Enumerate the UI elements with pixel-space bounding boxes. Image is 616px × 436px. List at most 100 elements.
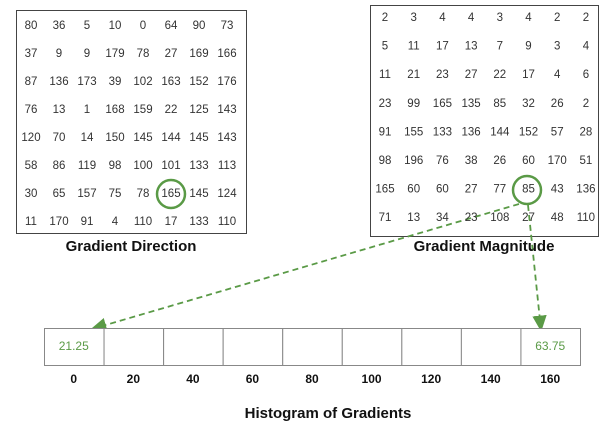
bin-label: 0 (70, 372, 77, 386)
histogram-value: 21.25 (59, 339, 89, 353)
grid-cell: 70 (53, 132, 66, 144)
grid-cell: 60 (436, 184, 449, 196)
grid-cell: 60 (407, 184, 420, 196)
grid-cell: 22 (165, 104, 178, 116)
grid-cell: 1 (84, 104, 90, 116)
grid-cell: 2 (583, 98, 589, 110)
grid-cell: 57 (551, 126, 564, 138)
grid-cell: 136 (576, 184, 595, 196)
arrow (527, 204, 547, 332)
grid-cell: 144 (161, 132, 181, 144)
grid-cell: 17 (522, 69, 535, 81)
grid-cell: 100 (133, 160, 152, 172)
grid-cell: 3 (410, 12, 416, 24)
grid-cell: 144 (490, 126, 510, 138)
grid-cell: 108 (490, 212, 509, 224)
grid-cell: 2 (554, 12, 560, 24)
caption: Gradient Magnitude (414, 238, 555, 255)
grid-cell: 166 (217, 48, 236, 60)
grid-cell: 110 (577, 212, 595, 224)
grid-cell: 113 (218, 160, 236, 172)
grid-cell: 58 (25, 160, 38, 172)
grid-cell: 27 (165, 48, 178, 60)
bin-label: 120 (421, 372, 441, 386)
grid-cell: 2 (382, 12, 388, 24)
grid-cell: 13 (465, 41, 478, 53)
grid-cell: 11 (379, 69, 391, 81)
grid-cell: 4 (554, 69, 561, 81)
grid-cell: 13 (407, 212, 420, 224)
bin-label: 40 (186, 372, 200, 386)
grid-cell: 9 (56, 48, 62, 60)
magnitude-box (370, 5, 599, 237)
grid-cell: 9 (84, 48, 90, 60)
grid-cell: 152 (189, 76, 208, 88)
grid-cell: 21 (407, 69, 420, 81)
grid-cell: 76 (25, 104, 38, 116)
grid-cell: 7 (497, 41, 503, 53)
histogram-cell (282, 328, 343, 366)
grid-cell: 90 (193, 20, 206, 32)
grid-cell: 34 (436, 212, 449, 224)
grid-cell: 11 (408, 41, 420, 53)
grid-cell: 5 (382, 41, 388, 53)
grid-cell: 136 (462, 126, 481, 138)
grid-cell: 76 (436, 155, 449, 167)
histogram-cell (401, 328, 462, 366)
grid-cell: 28 (580, 126, 593, 138)
grid-cell: 4 (525, 12, 532, 24)
grid-cell: 165 (375, 184, 394, 196)
grid-cell: 0 (140, 20, 146, 32)
grid-cell: 23 (379, 98, 392, 110)
grid-cell: 170 (548, 155, 567, 167)
grid-cell: 32 (522, 98, 535, 110)
arrow (90, 203, 520, 332)
grid-cell: 11 (25, 216, 37, 228)
bin-label: 20 (127, 372, 141, 386)
grid-cell: 85 (522, 184, 535, 196)
grid-cell: 51 (580, 155, 593, 167)
grid-cell: 6 (583, 69, 589, 81)
grid-cell: 80 (25, 20, 38, 32)
grid-cell: 124 (217, 188, 237, 200)
grid-cell: 145 (133, 132, 152, 144)
grid-cell: 75 (109, 188, 122, 200)
grid-cell: 77 (493, 184, 506, 196)
grid-cell: 23 (465, 212, 478, 224)
histogram-cell (103, 328, 165, 366)
histogram-cell (341, 328, 403, 366)
grid-cell: 4 (112, 216, 119, 228)
histogram-cell (520, 328, 582, 366)
grid-cell: 27 (465, 69, 478, 81)
grid-cell: 23 (436, 69, 449, 81)
histogram-cell (44, 328, 105, 366)
bin-label: 80 (305, 372, 319, 386)
grid-cell: 87 (25, 76, 38, 88)
grid-cell: 159 (133, 104, 152, 116)
grid-cell: 78 (137, 48, 150, 60)
grid-cell: 17 (165, 216, 178, 228)
bin-label: 60 (246, 372, 260, 386)
highlight-circle (155, 178, 187, 210)
grid-cell: 39 (109, 76, 122, 88)
grid-cell: 14 (81, 132, 94, 144)
grid-cell: 125 (189, 104, 208, 116)
grid-cell: 86 (53, 160, 66, 172)
grid-cell: 9 (525, 41, 531, 53)
grid-cell: 10 (109, 20, 122, 32)
histogram-cell (163, 328, 224, 366)
grid-cell: 65 (53, 188, 66, 200)
grid-cell: 165 (433, 98, 452, 110)
grid-cell: 98 (379, 155, 392, 167)
grid-cell: 102 (133, 76, 152, 88)
grid-cell: 85 (493, 98, 506, 110)
grid-cell: 91 (81, 216, 94, 228)
grid-cell: 91 (379, 126, 392, 138)
grid-cell: 133 (189, 160, 208, 172)
grid-cell: 170 (49, 216, 68, 228)
grid-cell: 176 (217, 76, 236, 88)
grid-cell: 22 (493, 69, 506, 81)
grid-cell: 143 (217, 132, 236, 144)
grid-cell: 196 (404, 155, 423, 167)
bin-label: 100 (362, 372, 382, 386)
